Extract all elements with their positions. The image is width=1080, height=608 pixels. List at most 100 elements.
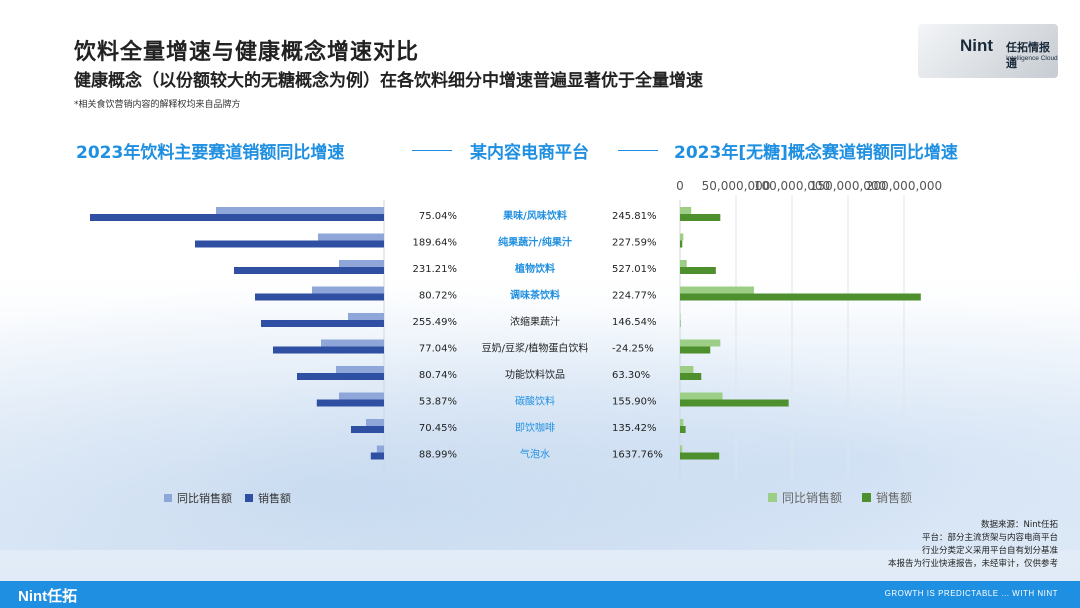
left-bar-yoy bbox=[376, 445, 384, 453]
left-growth-label: 53.87% bbox=[419, 397, 457, 408]
left-bar-yoy bbox=[348, 313, 384, 320]
source-line: 本报告为行业快速报告，未经审计，仅供参考 bbox=[887, 559, 1058, 569]
page-title: 饮料全量增速与健康概念增速对比 bbox=[74, 40, 420, 65]
left-legend-swatch-sales bbox=[245, 494, 253, 502]
logo-word: Nint bbox=[960, 36, 994, 55]
left-legend-sales: 销售额 bbox=[258, 491, 291, 505]
right-bar-sales bbox=[680, 293, 921, 301]
right-growth-label: 155.90% bbox=[612, 397, 657, 408]
category-label: 纯果蔬汁/纯果汁 bbox=[498, 236, 572, 249]
category-label: 气泡水 bbox=[520, 448, 550, 461]
left-growth-label: 231.21% bbox=[413, 264, 458, 275]
right-bar-sales bbox=[680, 214, 721, 221]
left-bar-sales bbox=[351, 426, 384, 433]
right-bar-sales bbox=[680, 452, 720, 460]
right-tick-label: 100,000,000 bbox=[754, 179, 830, 193]
left-growth-label: 80.72% bbox=[419, 291, 457, 302]
category-label: 果味/风味饮料 bbox=[502, 209, 567, 222]
left-bar-yoy bbox=[216, 207, 384, 214]
footer-slogan: GROWTH IS PREDICTABLE ... WITH NINT bbox=[884, 589, 1058, 598]
nint-logo: Nint 任拓情报通 Intelligence Cloud bbox=[918, 24, 1058, 78]
right-growth-label: 245.81% bbox=[612, 211, 657, 222]
right-section-title: 2023年[无糖]概念赛道销额同比增速 bbox=[674, 143, 958, 163]
right-bar-sales bbox=[680, 399, 789, 407]
source-line: 平台：部分主流货架与内容电商平台 bbox=[921, 533, 1058, 543]
left-bar-sales bbox=[255, 293, 384, 301]
right-growth-label: 146.54% bbox=[612, 317, 657, 328]
category-label: 即饮咖啡 bbox=[515, 421, 555, 434]
right-legend-swatch-sales bbox=[862, 493, 871, 502]
category-label: 调味茶饮料 bbox=[510, 289, 560, 302]
right-bar-sales bbox=[680, 267, 716, 274]
right-tick-label: 150,000,000 bbox=[810, 179, 886, 193]
right-bar-yoy bbox=[680, 419, 684, 426]
footer-bar: Nint任拓 GROWTH IS PREDICTABLE ... WITH NI… bbox=[0, 581, 1080, 608]
right-bar-yoy bbox=[680, 260, 687, 267]
left-growth-label: 255.49% bbox=[413, 317, 458, 328]
divider-line bbox=[618, 150, 658, 151]
left-growth-label: 88.99% bbox=[419, 450, 457, 461]
left-bar-yoy bbox=[339, 392, 384, 400]
right-bar-yoy bbox=[680, 313, 681, 320]
divider-line bbox=[412, 150, 452, 151]
left-bar-yoy bbox=[336, 366, 384, 373]
right-bar-yoy bbox=[680, 233, 684, 241]
center-section-title: 某内容电商平台 bbox=[470, 143, 589, 163]
left-bar-sales bbox=[90, 214, 384, 221]
right-tick-label: 200,000,000 bbox=[866, 179, 942, 193]
right-bar-yoy bbox=[680, 445, 683, 453]
right-bar-sales bbox=[680, 346, 711, 354]
right-bar-yoy bbox=[680, 339, 721, 347]
left-legend-yoy: 同比销售额 bbox=[177, 491, 232, 505]
left-bar-yoy bbox=[339, 260, 384, 267]
right-growth-label: 224.77% bbox=[612, 291, 657, 302]
left-growth-label: 77.04% bbox=[419, 344, 457, 355]
right-bar-sales bbox=[680, 240, 683, 248]
left-bar-yoy bbox=[321, 339, 384, 347]
footer-brand: Nint任拓 bbox=[18, 588, 78, 605]
left-bar-yoy bbox=[318, 233, 384, 241]
right-growth-label: 135.42% bbox=[612, 423, 657, 434]
right-bar-sales bbox=[680, 373, 702, 380]
left-bar-sales bbox=[316, 399, 384, 407]
page-note: *相关食饮营销内容的解释权均来自品牌方 bbox=[74, 100, 241, 110]
right-bar-yoy bbox=[680, 207, 692, 214]
right-bar-sales bbox=[680, 426, 686, 433]
right-tick-label: 0 bbox=[676, 179, 684, 193]
right-growth-label: 527.01% bbox=[612, 264, 657, 275]
right-legend-sales: 销售额 bbox=[876, 490, 912, 505]
left-growth-label: 80.74% bbox=[419, 370, 457, 381]
source-line: 行业分类定义采用平台自有划分基准 bbox=[921, 546, 1058, 556]
source-line: 数据来源：Nint任拓 bbox=[981, 520, 1058, 530]
right-tick-label: 50,000,000 bbox=[702, 179, 771, 193]
left-bar-sales bbox=[370, 452, 384, 460]
logo-cn: 任拓情报通 bbox=[1006, 41, 1050, 70]
category-label: 功能饮料饮品 bbox=[505, 368, 565, 381]
left-bar-sales bbox=[234, 267, 384, 274]
left-bar-sales bbox=[261, 320, 384, 327]
left-growth-label: 75.04% bbox=[419, 211, 457, 222]
right-growth-label: 227.59% bbox=[612, 238, 657, 249]
right-legend-swatch-yoy bbox=[768, 493, 777, 502]
left-growth-label: 189.64% bbox=[413, 238, 458, 249]
right-bar-yoy bbox=[680, 286, 754, 294]
category-label: 浓缩果蔬汁 bbox=[510, 315, 560, 328]
category-label: 植物饮料 bbox=[514, 262, 555, 275]
left-bar-sales bbox=[273, 346, 384, 354]
left-growth-label: 70.45% bbox=[419, 423, 457, 434]
category-label: 豆奶/豆浆/植物蛋白饮料 bbox=[482, 342, 589, 355]
data-source: 数据来源：Nint任拓 平台：部分主流货架与内容电商平台 行业分类定义采用平台自… bbox=[888, 519, 1058, 571]
right-legend-yoy: 同比销售额 bbox=[782, 490, 842, 505]
left-bar-yoy bbox=[312, 286, 384, 294]
category-label: 碳酸饮料 bbox=[515, 395, 555, 408]
page-subtitle: 健康概念（以份额较大的无糖概念为例）在各饮料细分中增速普遍显著优于全量增速 bbox=[74, 71, 703, 91]
left-bar-sales bbox=[195, 240, 384, 248]
logo-en: Intelligence Cloud bbox=[1006, 55, 1058, 62]
right-growth-label: 63.30% bbox=[612, 370, 650, 381]
right-growth-label: 1637.76% bbox=[612, 450, 663, 461]
left-bar-yoy bbox=[366, 419, 384, 426]
left-legend-swatch-yoy bbox=[164, 494, 172, 502]
right-bar-yoy bbox=[680, 392, 723, 400]
left-section-title: 2023年饮料主要赛道销额同比增速 bbox=[76, 143, 345, 163]
